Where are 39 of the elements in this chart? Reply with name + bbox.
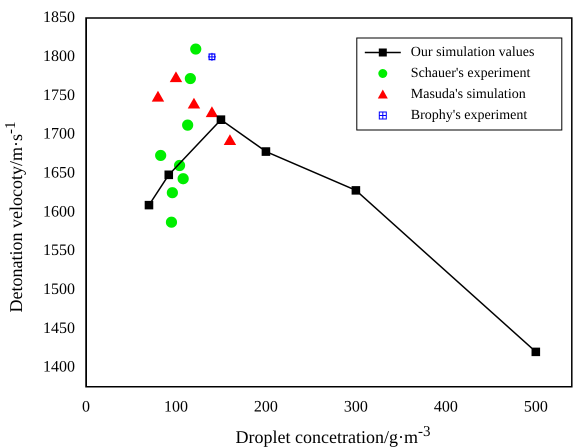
point	[182, 120, 194, 131]
point	[166, 187, 178, 198]
x-tick-label: 200	[254, 398, 278, 416]
point	[144, 200, 154, 210]
x-tick-label: 400	[434, 398, 458, 416]
point	[184, 72, 196, 84]
y-tick-label: 1600	[43, 203, 75, 220]
point	[216, 115, 226, 124]
y-tick-label: 1400	[43, 358, 75, 376]
point	[188, 98, 200, 109]
legend-label: Our simulation values	[410, 45, 534, 60]
point	[190, 43, 202, 55]
x-tick-label: 300	[344, 398, 368, 416]
point	[155, 150, 166, 162]
x-tick-label: 500	[524, 398, 548, 416]
legend-label: Brophy's experiment	[410, 108, 528, 124]
point	[352, 186, 360, 195]
y-tick-label: 1450	[43, 320, 75, 337]
point	[170, 72, 182, 82]
y-tick-label: 1650	[43, 164, 75, 182]
y-tick-label: 1500	[43, 280, 75, 298]
point	[164, 170, 174, 180]
x-tick-label: 100	[164, 398, 188, 416]
point	[178, 173, 189, 184]
point	[152, 91, 164, 102]
point	[262, 147, 270, 156]
legend-label: Schauer's experiment	[410, 66, 530, 82]
y-tick-label: 1750	[43, 86, 75, 104]
point	[206, 106, 218, 118]
point	[166, 216, 178, 228]
y-tick-label: 1700	[43, 126, 75, 143]
x-axis-title: Droplet concetration/g·m$^{-3}$	[234, 424, 432, 448]
y-tick-label: 1850	[43, 9, 75, 26]
y-tick-label: 1800	[43, 48, 75, 66]
x-tick-label: 0	[82, 398, 90, 416]
point	[532, 348, 540, 356]
legend-label: Masuda's simulation	[410, 87, 526, 102]
point	[224, 134, 236, 146]
y-tick-label: 1550	[43, 242, 75, 260]
